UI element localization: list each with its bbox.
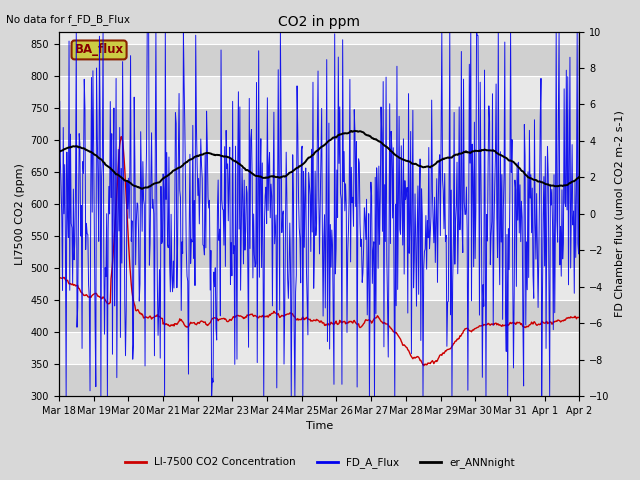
Bar (59, 108, 579, 140)
Bar (59, 172, 579, 204)
Bar (59, 236, 579, 268)
Bar (59, 140, 579, 172)
Bar (59, 76, 579, 108)
Bar (59, 44, 579, 76)
Text: No data for f_FD_B_Flux: No data for f_FD_B_Flux (6, 14, 131, 25)
Bar (59, 332, 579, 364)
X-axis label: Time: Time (305, 421, 333, 432)
Bar (59, 268, 579, 300)
Legend: LI-7500 CO2 Concentration, FD_A_Flux, er_ANNnight: LI-7500 CO2 Concentration, FD_A_Flux, er… (121, 453, 519, 472)
Y-axis label: FD Chamber flux (umol CO2 m-2 s-1): FD Chamber flux (umol CO2 m-2 s-1) (615, 110, 625, 317)
Text: BA_flux: BA_flux (74, 43, 124, 57)
Bar (59, 204, 579, 236)
Y-axis label: LI7500 CO2 (ppm): LI7500 CO2 (ppm) (15, 163, 25, 265)
Bar (59, 364, 579, 396)
Title: CO2 in ppm: CO2 in ppm (278, 15, 360, 29)
Bar (59, 300, 579, 332)
